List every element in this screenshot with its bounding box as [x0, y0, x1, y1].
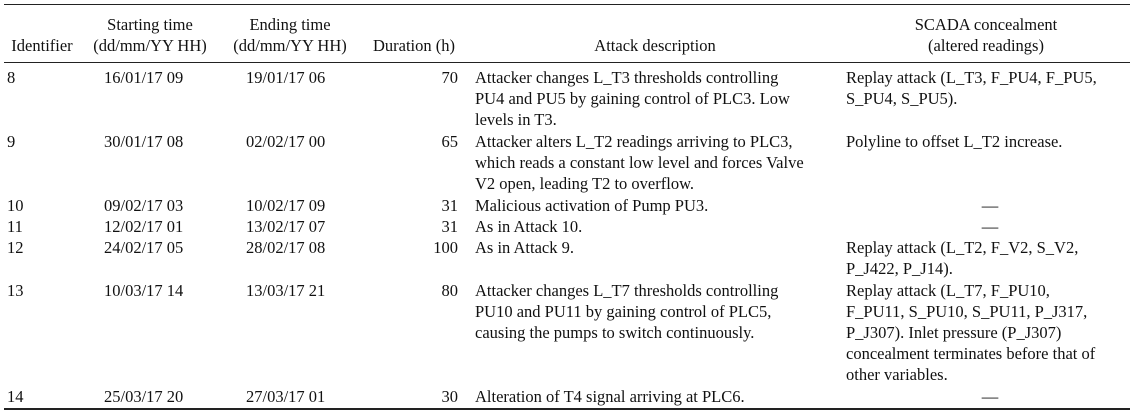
- row-8-start: 16/01/17 09: [104, 68, 184, 87]
- row-9-identifier: 9: [7, 132, 16, 151]
- row-10-end: 10/02/17 09: [246, 196, 326, 215]
- header-scada-line2: (altered readings): [928, 36, 1044, 55]
- header-identifier-line1: [4, 14, 80, 35]
- row-9-start: 30/01/17 08: [104, 132, 184, 151]
- row-11-identifier: 11: [7, 217, 23, 236]
- header-ending-time-line2: (dd/mm/YY HH): [233, 36, 347, 55]
- row-11-description: As in Attack 10.: [475, 216, 582, 237]
- header-starting-time: Starting time (dd/mm/YY HH): [82, 14, 218, 56]
- row-13-duration: 80: [441, 281, 459, 300]
- row-8-description: Attacker changes L_T3 thresholds control…: [475, 67, 790, 130]
- table-top-rule: [4, 4, 1130, 5]
- row-13-scada-line: other variables.: [846, 365, 948, 384]
- header-duration-line1: [362, 14, 466, 35]
- row-13-scada-line: Replay attack (L_T7, F_PU10,: [846, 281, 1050, 300]
- row-13-start: 10/03/17 14: [104, 281, 184, 300]
- header-ending-time: Ending time (dd/mm/YY HH): [222, 14, 358, 56]
- row-10-identifier: 10: [7, 196, 24, 215]
- header-scada-line1: SCADA concealment: [914, 15, 1058, 34]
- header-scada-concealment: SCADA concealment (altered readings): [846, 14, 1126, 56]
- row-12-description-line: As in Attack 9.: [475, 238, 574, 257]
- row-14-scada: —: [981, 387, 999, 406]
- row-9-duration: 65: [441, 132, 459, 151]
- row-12-identifier: 12: [7, 238, 24, 257]
- row-14-description: Alteration of T4 signal arriving at PLC6…: [475, 386, 745, 407]
- row-13-scada: Replay attack (L_T7, F_PU10, F_PU11, S_P…: [846, 280, 1095, 385]
- row-12-duration: 100: [433, 238, 458, 257]
- row-13-description-line: Attacker changes L_T7 thresholds control…: [475, 281, 779, 300]
- row-8-scada: Replay attack (L_T3, F_PU4, F_PU5, S_PU4…: [846, 67, 1097, 109]
- header-ending-time-line1: Ending time: [249, 15, 331, 34]
- row-13-description: Attacker changes L_T7 thresholds control…: [475, 280, 778, 343]
- row-14-duration: 30: [441, 387, 459, 406]
- row-9-scada: Polyline to offset L_T2 increase.: [846, 131, 1062, 152]
- row-12-start: 24/02/17 05: [104, 238, 184, 257]
- header-starting-time-line1: Starting time: [107, 15, 193, 34]
- row-9-description: Attacker alters L_T2 readings arriving t…: [475, 131, 804, 194]
- table-header-rule: [4, 62, 1130, 63]
- row-14-end: 27/03/17 01: [246, 387, 326, 406]
- row-8-identifier: 8: [7, 68, 16, 87]
- header-attack-description-line2: Attack description: [594, 36, 716, 55]
- row-9-description-line: which reads a constant low level and for…: [475, 153, 804, 172]
- row-10-scada: —: [981, 196, 999, 215]
- row-13-scada-line: F_PU11, S_PU10, S_PU11, P_J317,: [846, 302, 1088, 321]
- row-10-duration: 31: [441, 196, 459, 215]
- row-10-description-line: Malicious activation of Pump PU3.: [475, 196, 709, 215]
- row-9-end: 02/02/17 00: [246, 132, 326, 151]
- header-attack-description-line1: [475, 14, 835, 35]
- row-11-description-line: As in Attack 10.: [475, 217, 583, 236]
- row-8-description-line: Attacker changes L_T3 thresholds control…: [475, 68, 779, 87]
- row-8-scada-line: Replay attack (L_T3, F_PU4, F_PU5,: [846, 68, 1097, 87]
- header-duration: Duration (h): [362, 14, 466, 56]
- row-8-scada-line: S_PU4, S_PU5).: [846, 89, 958, 108]
- row-14-start: 25/03/17 20: [104, 387, 184, 406]
- header-attack-description: Attack description: [475, 14, 835, 56]
- row-12-description: As in Attack 9.: [475, 237, 574, 258]
- row-8-description-line: PU4 and PU5 by gaining control of PLC3. …: [475, 89, 790, 108]
- row-13-end: 13/03/17 21: [246, 281, 326, 300]
- row-13-scada-line: concealment terminates before that of: [846, 344, 1096, 363]
- row-9-description-line: Attacker alters L_T2 readings arriving t…: [475, 132, 793, 151]
- header-identifier: Identifier: [4, 14, 80, 56]
- row-8-description-line: levels in T3.: [475, 110, 557, 129]
- row-12-scada-line: P_J422, P_J14).: [846, 259, 953, 278]
- row-9-description-line: V2 open, leading T2 to overflow.: [475, 174, 695, 193]
- header-identifier-line2: Identifier: [11, 36, 73, 55]
- header-duration-line2: Duration (h): [372, 36, 456, 55]
- row-11-duration: 31: [441, 217, 459, 236]
- row-8-end: 19/01/17 06: [246, 68, 326, 87]
- row-9-scada-line: Polyline to offset L_T2 increase.: [846, 132, 1063, 151]
- row-11-scada: —: [981, 217, 999, 236]
- row-10-start: 09/02/17 03: [104, 196, 184, 215]
- row-13-identifier: 13: [7, 281, 24, 300]
- row-12-scada-line: Replay attack (L_T2, F_V2, S_V2,: [846, 238, 1079, 257]
- row-10-description: Malicious activation of Pump PU3.: [475, 195, 708, 216]
- row-14-description-line: Alteration of T4 signal arriving at PLC6…: [475, 387, 745, 406]
- row-13-scada-line: P_J307). Inlet pressure (P_J307): [846, 323, 1062, 342]
- row-12-scada: Replay attack (L_T2, F_V2, S_V2, P_J422,…: [846, 237, 1078, 279]
- row-13-description-line: causing the pumps to switch continuously…: [475, 323, 755, 342]
- row-11-end: 13/02/17 07: [246, 217, 326, 236]
- table-bottom-rule: [4, 408, 1130, 410]
- header-starting-time-line2: (dd/mm/YY HH): [93, 36, 207, 55]
- row-12-end: 28/02/17 08: [246, 238, 326, 257]
- row-8-duration: 70: [441, 68, 459, 87]
- row-13-description-line: PU10 and PU11 by gaining control of PLC5…: [475, 302, 772, 321]
- row-11-start: 12/02/17 01: [104, 217, 184, 236]
- row-14-identifier: 14: [7, 387, 24, 406]
